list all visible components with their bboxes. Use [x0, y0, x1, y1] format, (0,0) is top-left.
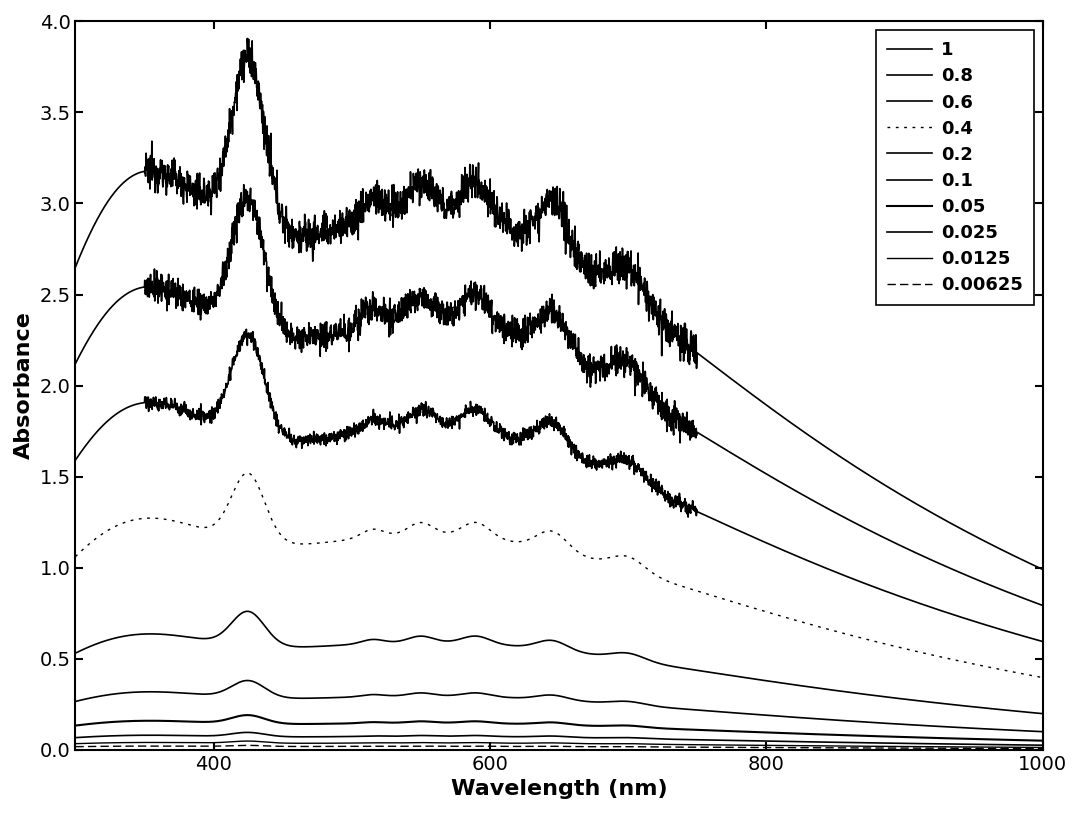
Y-axis label: Absorbance: Absorbance — [14, 311, 34, 459]
X-axis label: Wavelength (nm): Wavelength (nm) — [451, 779, 667, 799]
Legend: 1, 0.8, 0.6, 0.4, 0.2, 0.1, 0.05, 0.025, 0.0125, 0.00625: 1, 0.8, 0.6, 0.4, 0.2, 0.1, 0.05, 0.025,… — [876, 30, 1033, 305]
